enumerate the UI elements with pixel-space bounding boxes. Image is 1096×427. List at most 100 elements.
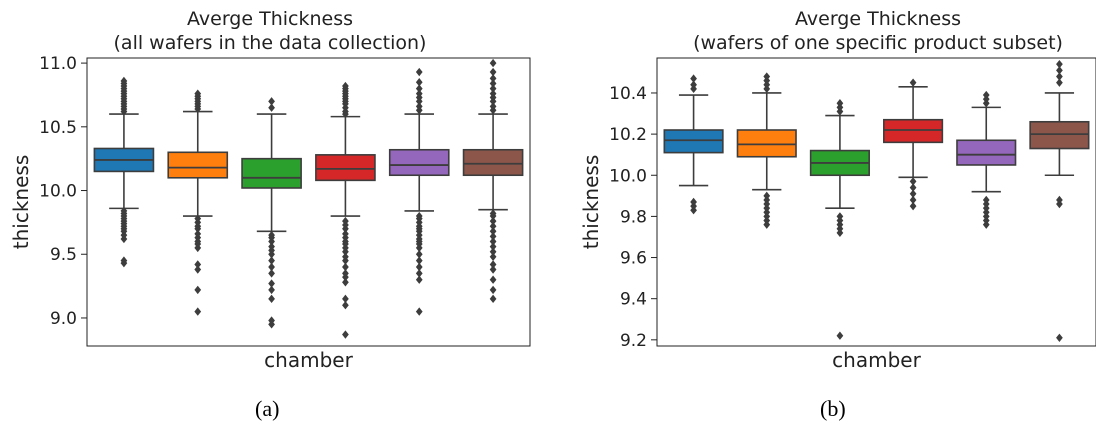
outlier-point xyxy=(489,227,497,236)
outlier-point xyxy=(342,216,349,226)
x-axis-label: chamber xyxy=(264,348,353,372)
outlier-point xyxy=(415,78,423,87)
outlier-point xyxy=(415,84,423,93)
caption-b: (b) xyxy=(820,396,846,421)
outlier-point xyxy=(489,242,497,251)
outlier-point xyxy=(489,84,497,93)
caption-a: (a) xyxy=(255,396,280,421)
outlier-point xyxy=(489,74,497,83)
chart-b: Averge Thickness(wafers of one specific … xyxy=(579,8,1096,372)
axes-frame xyxy=(86,57,531,347)
outlier-point xyxy=(268,316,275,325)
outlier-point xyxy=(909,183,917,192)
chart-subtitle: (all wafers in the data collection) xyxy=(114,32,427,54)
y-tick-label: 10.0 xyxy=(609,166,647,186)
outlier-point xyxy=(489,79,497,88)
y-axis-label: thickness xyxy=(9,155,33,249)
y-tick-label: 9.5 xyxy=(50,245,77,265)
outlier-point xyxy=(1056,333,1063,342)
outlier-point xyxy=(415,269,423,278)
box-iqr xyxy=(315,154,376,182)
box-series-3 xyxy=(241,97,302,329)
outlier-point xyxy=(342,278,349,287)
box-iqr xyxy=(388,148,450,177)
outlier-point xyxy=(763,72,771,81)
outlier-point xyxy=(489,237,497,246)
outlier-point xyxy=(120,256,128,265)
box-series-4 xyxy=(315,81,376,339)
outlier-point xyxy=(415,67,423,77)
outlier-point xyxy=(342,269,349,278)
outlier-point xyxy=(489,58,497,68)
y-tick-label: 9.2 xyxy=(620,331,647,351)
outlier-point xyxy=(909,78,917,87)
outlier-point xyxy=(489,275,497,284)
outlier-point xyxy=(1056,78,1063,87)
box-iqr xyxy=(241,157,302,189)
outlier-point xyxy=(489,89,497,98)
outlier-point xyxy=(415,250,423,259)
outlier-point xyxy=(415,89,423,98)
box-iqr xyxy=(736,129,797,158)
x-axis-label: chamber xyxy=(832,348,921,372)
outlier-point xyxy=(690,80,697,89)
box-iqr xyxy=(1029,120,1090,150)
outlier-point xyxy=(342,252,349,261)
outlier-point xyxy=(268,242,275,251)
outlier-point xyxy=(268,256,275,265)
box-series-2 xyxy=(167,89,229,316)
outlier-point xyxy=(194,265,202,274)
outlier-point xyxy=(194,260,202,269)
outlier-point xyxy=(489,247,497,256)
outlier-point xyxy=(982,90,990,100)
outlier-point xyxy=(1056,72,1063,81)
outlier-point xyxy=(415,211,423,221)
axes-frame xyxy=(656,57,1096,347)
y-tick-label: 9.4 xyxy=(620,290,647,310)
box-series-2 xyxy=(736,72,797,229)
outlier-point xyxy=(690,74,697,83)
y-axis-label: thickness xyxy=(579,155,603,249)
outlier-point xyxy=(836,331,844,340)
outlier-point xyxy=(415,262,423,272)
y-tick-label: 9.8 xyxy=(620,207,647,227)
outlier-point xyxy=(489,209,497,218)
outlier-point xyxy=(120,76,128,86)
outlier-point xyxy=(268,262,275,272)
outlier-point xyxy=(909,189,917,198)
outlier-point xyxy=(268,97,275,106)
outlier-point xyxy=(489,67,497,77)
outlier-point xyxy=(342,301,349,310)
outlier-point xyxy=(1056,59,1063,69)
y-tick-label: 10.4 xyxy=(609,84,647,104)
outlier-point xyxy=(415,256,423,265)
outlier-point xyxy=(982,195,990,205)
outlier-point xyxy=(342,81,349,91)
outlier-point xyxy=(909,201,917,211)
box-series-5 xyxy=(956,90,1017,229)
outlier-point xyxy=(489,285,497,295)
outlier-point xyxy=(342,294,349,304)
outlier-point xyxy=(415,307,423,316)
box-series-5 xyxy=(388,67,450,316)
chart-a: Averge Thickness(all wafers in the data … xyxy=(9,8,531,372)
outlier-point xyxy=(268,294,275,304)
outlier-point xyxy=(690,197,697,207)
outlier-point xyxy=(489,232,497,241)
box-series-1 xyxy=(93,76,155,268)
outlier-point xyxy=(489,102,497,111)
chart-subtitle: (wafers of one specific product subset) xyxy=(693,32,1063,54)
outlier-point xyxy=(342,330,349,339)
box-series-6 xyxy=(1029,59,1090,342)
box-iqr xyxy=(956,139,1017,166)
outlier-point xyxy=(909,195,917,205)
outlier-point xyxy=(268,269,275,278)
outlier-point xyxy=(342,229,349,239)
outlier-point xyxy=(194,229,202,239)
outlier-point xyxy=(763,191,771,201)
outlier-point xyxy=(194,214,202,223)
box-series-1 xyxy=(663,74,724,215)
outlier-point xyxy=(415,275,423,284)
box-series-3 xyxy=(809,99,870,340)
